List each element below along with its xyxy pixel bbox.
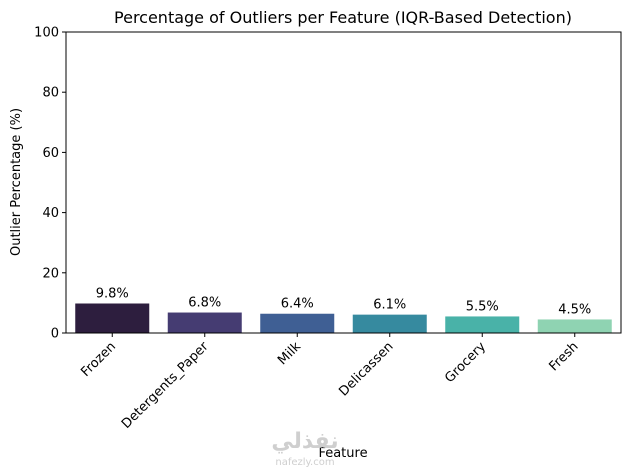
bar-value-label: 6.4% [281, 297, 314, 312]
x-tick-label: Frozen [78, 339, 119, 380]
chart-title: Percentage of Outliers per Feature (IQR-… [114, 8, 572, 27]
plot-frame [65, 31, 622, 334]
x-tick-label: Detergents_Paper [119, 339, 212, 432]
bar-detergents-paper [167, 312, 242, 333]
bar-labels-group: 9.8% 6.8% 6.4% 6.1% 5.5% 4.5% [96, 287, 592, 318]
x-axis: Frozen Detergents_Paper Milk Delicassen Groc… [78, 333, 582, 432]
watermark-latin: nafezly.com [275, 457, 334, 468]
bar-value-label: 5.5% [466, 299, 499, 314]
bars-group [75, 303, 612, 333]
bar-value-label: 9.8% [96, 287, 129, 302]
y-tick-label: 80 [42, 86, 59, 101]
bar-grocery [445, 316, 520, 333]
y-axis-label: Outlier Percentage (%) [9, 108, 24, 256]
bar-fresh [537, 319, 612, 333]
bar-frozen [75, 303, 150, 333]
y-tick-label: 60 [42, 146, 59, 161]
bar-milk [260, 313, 335, 333]
watermark-arabic: نفذلي [271, 429, 338, 454]
y-tick-label: 0 [51, 327, 59, 342]
bar-delicassen [352, 314, 427, 333]
y-tick-label: 100 [34, 26, 59, 41]
x-tick-label: Grocery [442, 339, 489, 386]
bar-value-label: 6.8% [188, 296, 221, 311]
y-axis: 0 20 40 60 80 100 [34, 26, 66, 342]
x-tick-label: Milk [275, 339, 304, 368]
y-tick-label: 20 [42, 266, 59, 281]
bar-value-label: 4.5% [558, 302, 591, 317]
y-tick-label: 40 [42, 206, 59, 221]
x-axis-label: Feature [318, 446, 367, 461]
x-tick-label: Delicassen [336, 339, 396, 399]
bar-value-label: 6.1% [373, 298, 406, 313]
x-tick-label: Fresh [546, 339, 581, 374]
